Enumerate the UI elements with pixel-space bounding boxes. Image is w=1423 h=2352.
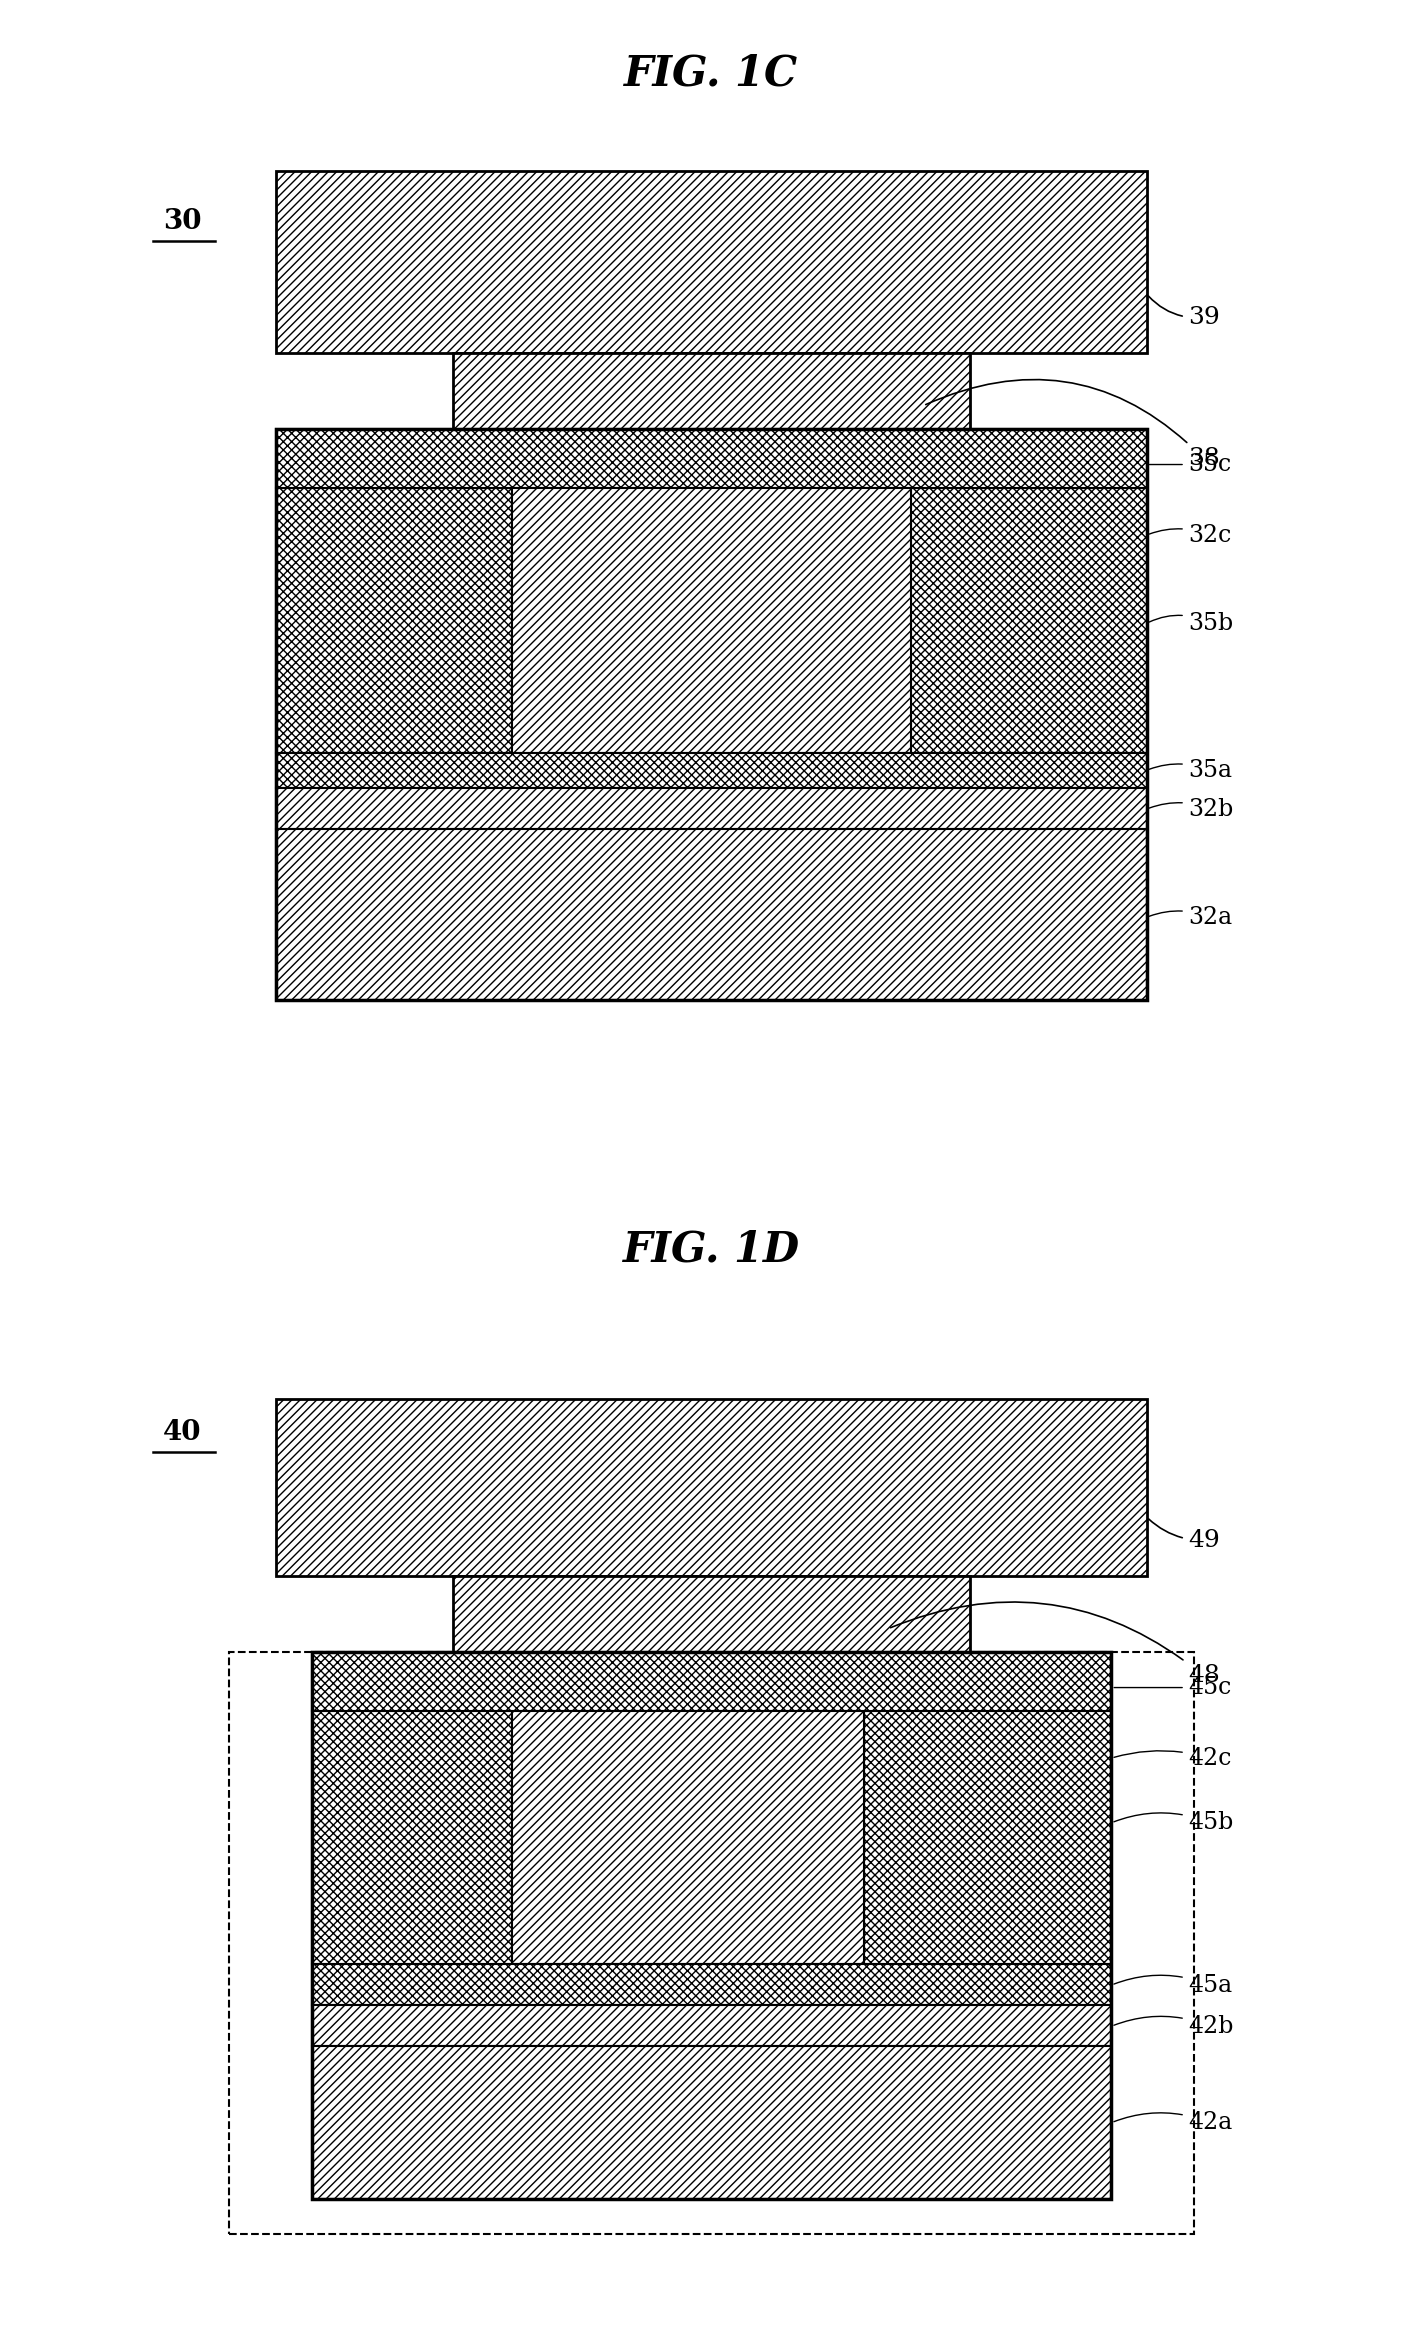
- Bar: [276, 428, 1147, 489]
- Bar: [512, 1712, 864, 1964]
- Text: 35a: 35a: [1150, 760, 1232, 781]
- Bar: [512, 489, 911, 753]
- Bar: [312, 2046, 1111, 2199]
- Bar: [276, 172, 1147, 353]
- Text: 42a: 42a: [1114, 2112, 1232, 2133]
- Bar: [312, 2004, 1111, 2046]
- Text: 42b: 42b: [1114, 2016, 1234, 2037]
- Bar: [312, 1651, 1111, 2199]
- Bar: [276, 830, 1147, 1000]
- Text: 32c: 32c: [1150, 524, 1231, 546]
- Text: 40: 40: [164, 1421, 202, 1446]
- Text: 32b: 32b: [1150, 797, 1234, 821]
- Text: FIG. 1C: FIG. 1C: [625, 54, 798, 94]
- Text: 45c: 45c: [1114, 1677, 1231, 1698]
- Bar: [276, 428, 1147, 1000]
- Bar: [276, 489, 512, 753]
- Bar: [276, 753, 1147, 788]
- Bar: [864, 1712, 1111, 1964]
- Text: 38: 38: [926, 379, 1220, 470]
- Bar: [312, 1712, 512, 1964]
- Text: 45a: 45a: [1114, 1973, 1232, 1997]
- Text: 35c: 35c: [1150, 454, 1231, 475]
- Text: 32a: 32a: [1150, 906, 1232, 929]
- Bar: [276, 1399, 1147, 1576]
- Text: 39: 39: [1148, 296, 1220, 329]
- Text: 35b: 35b: [1150, 612, 1232, 635]
- Bar: [312, 1964, 1111, 2004]
- Text: 48: 48: [891, 1602, 1220, 1686]
- Bar: [276, 788, 1147, 830]
- Bar: [453, 1576, 970, 1651]
- Text: 49: 49: [1148, 1519, 1220, 1552]
- Text: FIG. 1D: FIG. 1D: [623, 1228, 800, 1270]
- Bar: [911, 489, 1147, 753]
- Bar: [229, 1651, 1194, 2234]
- Bar: [312, 1651, 1111, 1712]
- Text: 45b: 45b: [1114, 1811, 1234, 1835]
- Bar: [276, 428, 1147, 1000]
- Text: 42c: 42c: [1114, 1748, 1231, 1769]
- Text: 30: 30: [164, 209, 202, 235]
- Bar: [453, 353, 970, 428]
